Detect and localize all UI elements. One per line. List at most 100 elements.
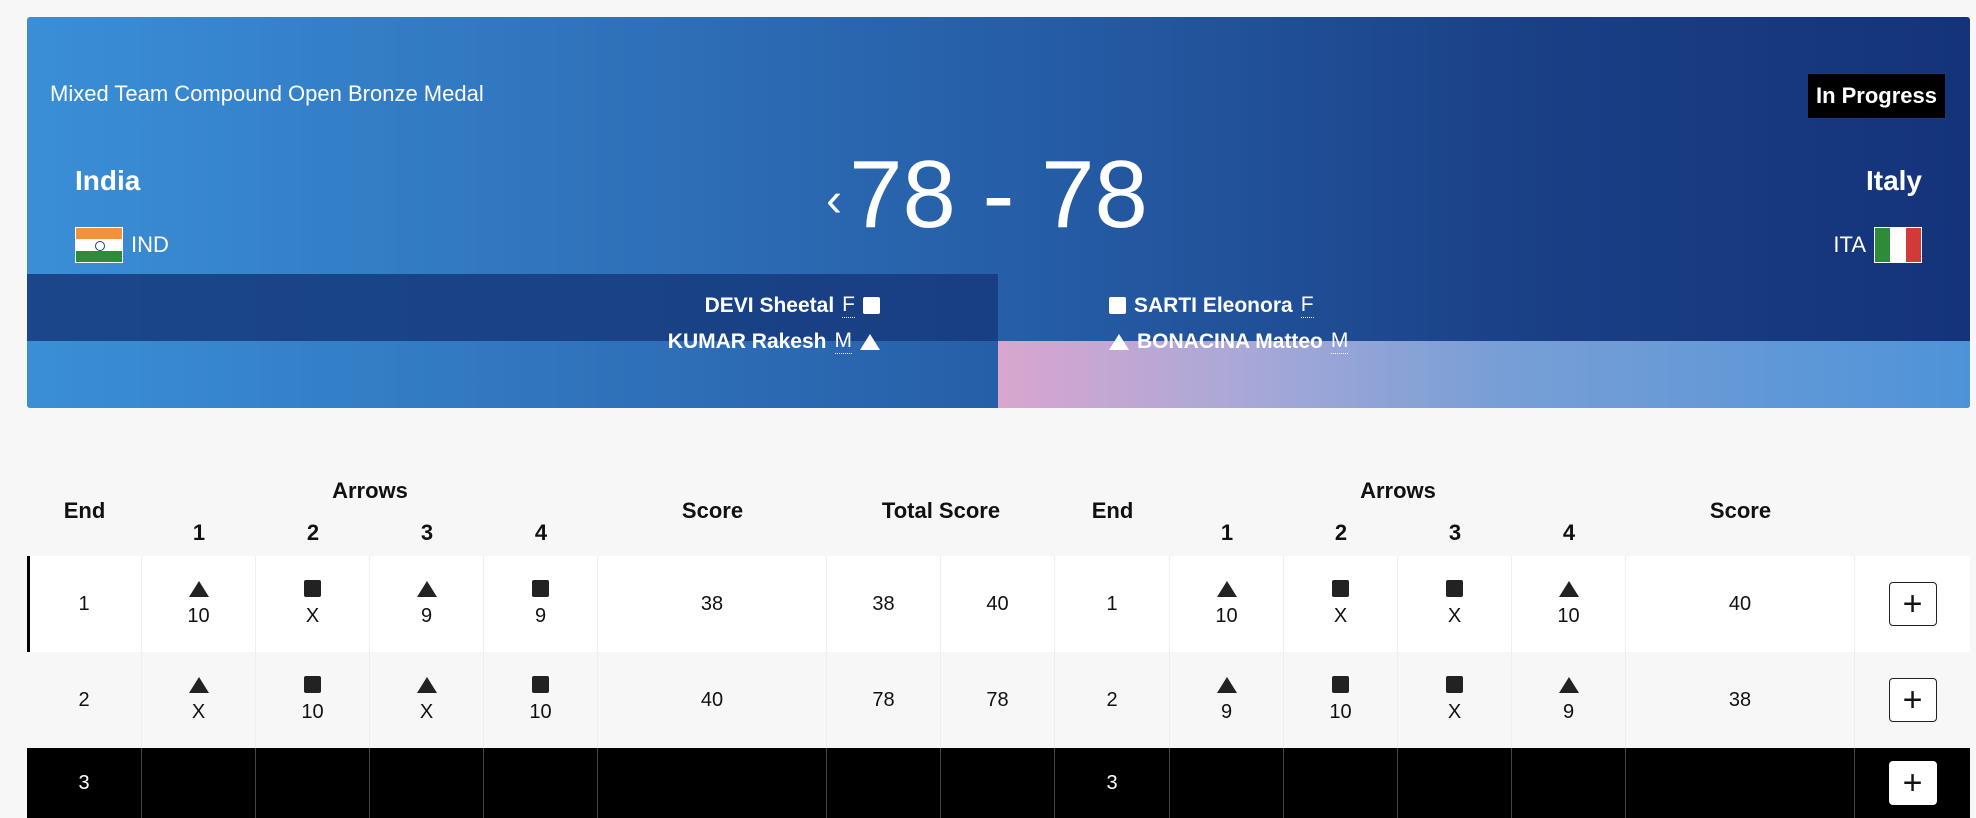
arrow-value: X	[1447, 605, 1462, 627]
event-title: Mixed Team Compound Open Bronze Medal	[50, 81, 484, 106]
score-cell: 40	[1626, 556, 1855, 652]
chevron-left-icon[interactable]: ‹	[826, 174, 842, 227]
arrow-value: X	[305, 605, 320, 627]
right-team-code-label: ITA	[1833, 232, 1866, 257]
arrow-value: X	[419, 700, 434, 723]
header-score-left: Score	[681, 498, 744, 523]
end-cell: 1	[27, 556, 142, 652]
header-end-right: End	[1091, 498, 1134, 523]
end-cell: 3	[1055, 748, 1170, 818]
arrow-cell	[142, 748, 256, 818]
right-athlete-1: SARTI Eleonora F	[1109, 293, 1314, 318]
arrow-cell: 10	[142, 556, 256, 652]
athlete-gender: M	[1330, 329, 1349, 354]
athlete-gender: F	[1300, 293, 1314, 318]
score-cell	[1626, 748, 1855, 818]
triangle-icon	[1109, 333, 1129, 350]
right-athletes-panel	[998, 341, 1970, 408]
arrow-cell: X	[1284, 556, 1398, 652]
scorecard-table: End Arrows 1 2 3 4 Score Total Score End…	[27, 470, 1970, 818]
square-icon	[1109, 297, 1126, 314]
expand-end-button[interactable]: +	[1888, 761, 1937, 805]
square-icon	[532, 580, 549, 597]
right-athlete-2: BONACINA Matteo M	[1109, 329, 1349, 354]
arrow-cell: X	[256, 556, 370, 652]
end-cell: 2	[1055, 652, 1170, 748]
expand-end-button[interactable]: +	[1888, 582, 1937, 626]
right-team-name: Italy	[1865, 165, 1922, 196]
header-arrow-1-right: 1	[1220, 520, 1234, 545]
arrow-cell	[1512, 748, 1626, 818]
left-athlete-2: KUMAR Rakesh M	[668, 329, 880, 354]
header-arrow-4: 4	[534, 520, 548, 545]
score-cell: 38	[1626, 652, 1855, 748]
header-total-score: Total Score	[881, 498, 1001, 523]
score-cell: 40	[598, 652, 827, 748]
arrow-cell	[484, 748, 598, 818]
triangle-icon	[1558, 676, 1579, 693]
right-team-code: ITA	[1833, 227, 1922, 263]
triangle-icon	[416, 580, 437, 597]
right-total-cell: 40	[941, 556, 1055, 652]
arrow-value: 9	[1220, 700, 1233, 723]
arrow-cell: 10	[1512, 556, 1626, 652]
arrow-cell	[1170, 748, 1284, 818]
header-arrow-3: 3	[420, 520, 434, 545]
arrow-value: 10	[1329, 701, 1352, 723]
arrow-value: 10	[1557, 604, 1580, 627]
triangle-icon	[1216, 580, 1237, 597]
table-row: 2 X 10 X 10 40 78 78 2 9 10 X 9 38 +	[27, 652, 1970, 748]
arrow-cell	[370, 748, 484, 818]
status-badge: In Progress	[1807, 74, 1945, 118]
arrow-cell: 10	[1170, 556, 1284, 652]
square-icon	[863, 297, 880, 314]
square-icon	[1446, 580, 1463, 597]
arrow-value: 10	[1215, 604, 1238, 627]
left-team-name: India	[75, 165, 141, 196]
score-cell	[598, 748, 827, 818]
square-icon	[1446, 676, 1463, 693]
expand-cell: +	[1855, 748, 1970, 818]
arrow-cell: 9	[484, 556, 598, 652]
arrow-cell: 10	[256, 652, 370, 748]
score-value: 78 - 78	[849, 141, 1148, 248]
athlete-gender: M	[834, 329, 852, 354]
arrow-cell: 9	[1512, 652, 1626, 748]
arrow-cell: 10	[484, 652, 598, 748]
square-icon	[304, 676, 321, 693]
score-cell: 38	[598, 556, 827, 652]
left-athletes-panel	[27, 274, 998, 341]
active-row-marker	[27, 556, 30, 652]
arrow-value: 9	[1562, 700, 1575, 723]
right-total-cell	[941, 748, 1055, 818]
header-arrow-2: 2	[306, 520, 320, 545]
triangle-icon	[1558, 580, 1579, 597]
arrow-value: 10	[187, 604, 210, 627]
header-arrow-1: 1	[192, 520, 206, 545]
athlete-name: SARTI Eleonora	[1134, 293, 1293, 317]
arrow-cell: X	[370, 652, 484, 748]
end-cell: 1	[1055, 556, 1170, 652]
arrow-value: 10	[529, 701, 552, 723]
left-total-cell: 78	[827, 652, 941, 748]
triangle-icon	[416, 676, 437, 693]
header-arrow-3-right: 3	[1448, 520, 1462, 545]
athlete-name: DEVI Sheetal	[704, 293, 835, 317]
arrow-cell: X	[142, 652, 256, 748]
header-arrow-2-right: 2	[1334, 520, 1348, 545]
athlete-gender: F	[842, 293, 855, 318]
left-athlete-1: DEVI Sheetal F	[705, 293, 880, 318]
athlete-name: BONACINA Matteo	[1137, 329, 1323, 353]
expand-end-button[interactable]: +	[1888, 678, 1937, 722]
square-icon	[1332, 580, 1349, 597]
square-icon	[1332, 676, 1349, 693]
india-flag-icon	[75, 227, 123, 263]
athlete-name: KUMAR Rakesh	[667, 329, 827, 353]
end-cell: 3	[27, 748, 142, 818]
table-row-current: 3 3 +	[27, 748, 1970, 818]
triangle-icon	[1216, 676, 1237, 693]
header-score-right: Score	[1709, 498, 1772, 523]
triangle-icon	[188, 676, 209, 693]
arrow-cell	[1398, 748, 1512, 818]
header-arrows-left: Arrows	[332, 478, 408, 503]
